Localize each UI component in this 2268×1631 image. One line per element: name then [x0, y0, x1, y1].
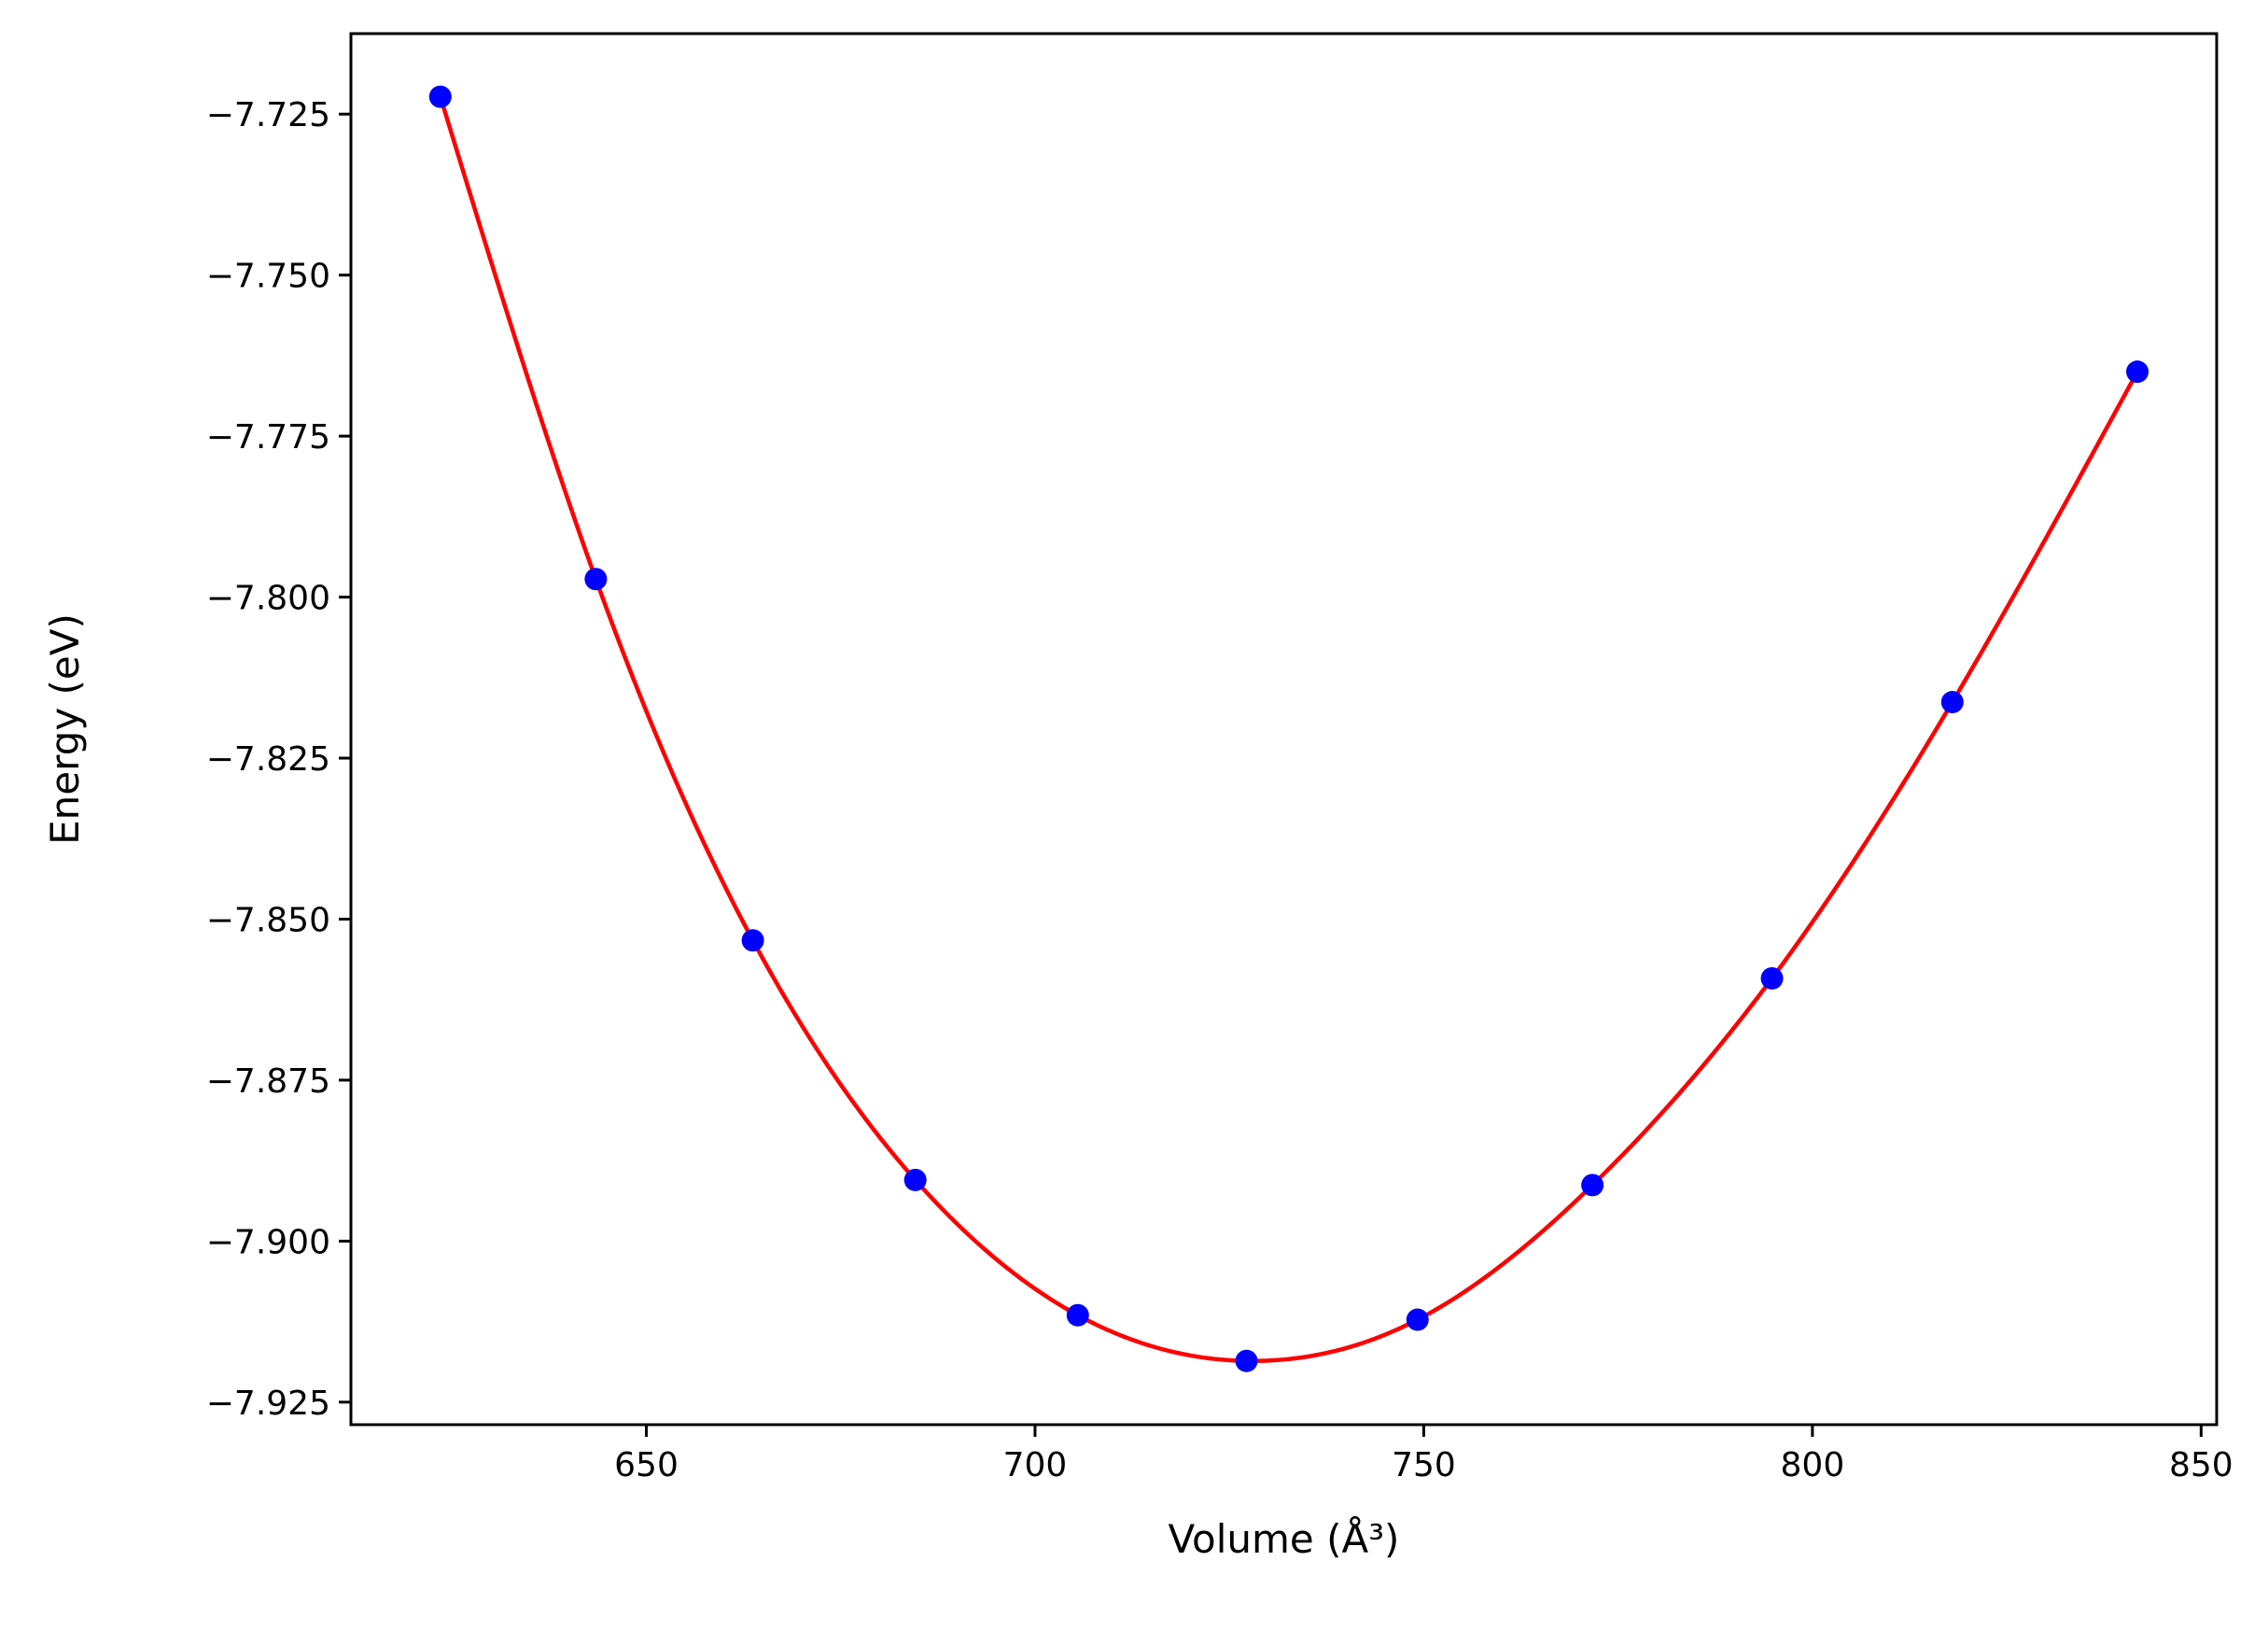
data-point — [1235, 1349, 1258, 1372]
y-tick-label: −7.925 — [206, 1385, 330, 1423]
y-tick-label: −7.875 — [206, 1062, 330, 1101]
x-axis-title: Volume (Å³) — [1169, 1515, 1400, 1562]
y-tick-label: −7.850 — [206, 901, 330, 939]
data-point — [428, 85, 452, 108]
y-axis: −7.725 −7.750 −7.775 −7.800 −7.825 −7.850 −7.8… — [206, 96, 351, 1423]
data-point — [1066, 1303, 1089, 1327]
fit-curve-line — [438, 95, 2140, 1363]
data-points-layer — [428, 85, 2149, 1372]
x-tick-label: 650 — [614, 1446, 679, 1484]
data-point — [741, 929, 764, 952]
fit-curve-layer — [438, 95, 2140, 1363]
data-point — [584, 568, 608, 591]
data-point — [1406, 1308, 1429, 1331]
x-tick-label: 700 — [1003, 1446, 1068, 1484]
y-tick-label: −7.725 — [206, 96, 330, 134]
x-tick-label: 850 — [2169, 1446, 2233, 1484]
data-point — [903, 1168, 927, 1191]
data-point — [2126, 360, 2149, 384]
x-tick-label: 750 — [1392, 1446, 1456, 1484]
plot-area-frame — [349, 32, 2219, 1427]
data-point — [1940, 691, 1964, 714]
y-axis-title: Energy (eV) — [42, 613, 88, 845]
y-tick-label: −7.800 — [206, 580, 330, 618]
data-point — [1760, 966, 1784, 990]
x-axis: 650 700 750 800 850 — [614, 1425, 2233, 1484]
y-tick-label: −7.775 — [206, 418, 330, 457]
y-tick-label: −7.900 — [206, 1223, 330, 1261]
data-point — [1581, 1174, 1604, 1197]
y-tick-label: −7.825 — [206, 740, 330, 779]
x-tick-label: 800 — [1781, 1446, 1845, 1484]
y-tick-label: −7.750 — [206, 258, 330, 296]
